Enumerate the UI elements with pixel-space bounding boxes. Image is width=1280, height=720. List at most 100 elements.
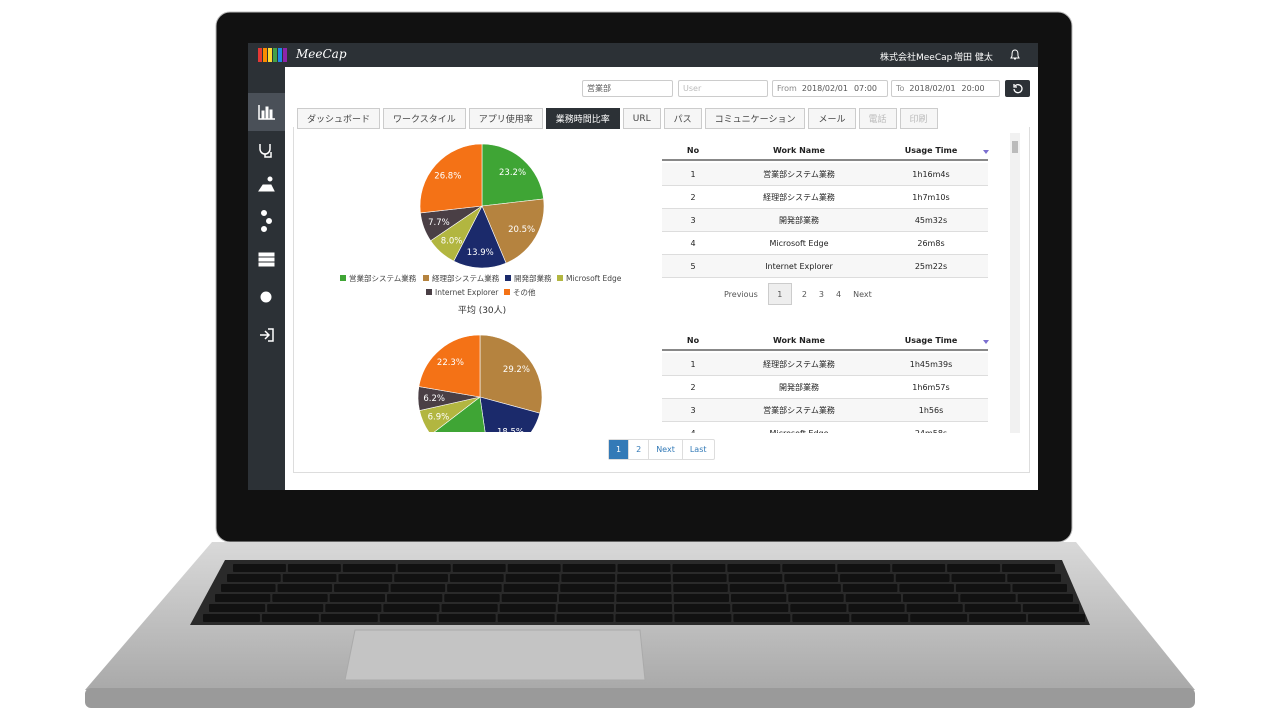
- legend-swatch: [557, 275, 563, 281]
- key: [782, 564, 836, 572]
- legend-label[interactable]: 開発部業務: [514, 273, 552, 283]
- slice-label: 20.5%: [508, 225, 535, 235]
- department-select[interactable]: 営業部: [582, 80, 673, 97]
- company: 株式会社MeeCap: [880, 53, 953, 63]
- to-label: To: [896, 84, 905, 93]
- slice-label: 6.9%: [428, 412, 450, 422]
- sidebar: [248, 67, 285, 490]
- tab[interactable]: パス: [663, 108, 702, 129]
- column-header[interactable]: Usage Time: [904, 146, 958, 155]
- key: [906, 604, 963, 612]
- key: [277, 584, 333, 592]
- page-button[interactable]: Previous: [724, 289, 758, 299]
- table-cell: 5: [690, 261, 696, 271]
- key: [390, 584, 446, 592]
- logo-text: MeeCap: [296, 47, 347, 61]
- legend-label[interactable]: Microsoft Edge: [566, 274, 622, 283]
- key: [215, 594, 271, 602]
- key: [616, 594, 672, 602]
- user-name[interactable]: 増田 健太: [954, 53, 993, 63]
- tab[interactable]: ワークスタイル: [383, 108, 466, 129]
- sort-icon[interactable]: [983, 150, 989, 154]
- key: [960, 594, 1016, 602]
- tab[interactable]: コミュニケーション: [704, 108, 806, 129]
- scrollbar[interactable]: [1010, 133, 1020, 433]
- column-header[interactable]: Usage Time: [904, 336, 958, 345]
- key: [964, 604, 1021, 612]
- to-group[interactable]: To 2018/02/01 20:00: [891, 80, 1000, 97]
- scroll-thumb[interactable]: [1012, 141, 1018, 153]
- column-header[interactable]: No: [686, 336, 700, 345]
- key: [842, 584, 898, 592]
- page-button[interactable]: 3: [818, 289, 824, 299]
- key: [227, 574, 281, 582]
- page-button[interactable]: 1: [767, 283, 792, 305]
- tab[interactable]: URL: [622, 108, 661, 129]
- key: [728, 574, 783, 582]
- table-cell: 26m8s: [917, 238, 945, 248]
- column-header[interactable]: Work Name: [773, 146, 825, 155]
- key: [673, 594, 729, 602]
- key: [501, 594, 557, 602]
- table-cell: 3: [690, 215, 696, 225]
- table-cell: 経理部システム業務: [763, 359, 835, 369]
- pie-slice: [481, 198, 545, 264]
- tab[interactable]: ダッシュボード: [297, 108, 381, 129]
- page-button[interactable]: Next: [648, 440, 682, 459]
- tab[interactable]: メール: [808, 108, 856, 129]
- page-button[interactable]: 2: [801, 289, 807, 299]
- sort-icon[interactable]: [983, 340, 989, 344]
- sidebar-icons[interactable]: [248, 67, 285, 367]
- table-cell: 25m22s: [914, 261, 948, 271]
- tab[interactable]: 業務時間比率: [545, 108, 620, 129]
- tab: 印刷: [899, 108, 938, 129]
- key: [441, 604, 498, 612]
- legend-label[interactable]: その他: [513, 287, 536, 297]
- page-button[interactable]: Next: [853, 289, 872, 299]
- key: [672, 564, 726, 572]
- legend-label[interactable]: Internet Explorer: [435, 288, 499, 297]
- key: [342, 564, 396, 572]
- table-cell: 2: [690, 192, 696, 202]
- key: [673, 584, 728, 592]
- key: [562, 564, 616, 572]
- legend-label[interactable]: 経理部システム業務: [432, 273, 500, 283]
- key: [397, 564, 451, 572]
- page-button[interactable]: 2: [628, 440, 648, 459]
- page-button[interactable]: Last: [681, 440, 714, 459]
- key: [1007, 574, 1061, 582]
- key: [452, 564, 506, 572]
- chart-caption: 平均 (30人): [458, 304, 506, 316]
- key: [444, 594, 500, 602]
- bell-icon[interactable]: [1010, 49, 1020, 61]
- key: [447, 584, 502, 592]
- key: [733, 614, 791, 622]
- table-header: No Work Name Usage Time: [662, 140, 989, 161]
- column-header[interactable]: No: [686, 146, 700, 155]
- page-button[interactable]: 4: [836, 289, 842, 299]
- table-cell: Internet Explorer: [765, 261, 833, 271]
- key: [334, 584, 389, 592]
- tab[interactable]: アプリ使用率: [468, 108, 543, 129]
- table-header: No Work Name Usage Time: [662, 330, 989, 351]
- key: [615, 614, 673, 622]
- table-row: 4 Microsoft Edge 26m8s: [662, 232, 988, 255]
- key: [438, 614, 496, 622]
- key: [784, 574, 839, 582]
- touchpad: [344, 629, 646, 681]
- key: [848, 604, 905, 612]
- column-header[interactable]: Work Name: [773, 336, 825, 345]
- table-row: 3 営業部システム業務 1h56s: [662, 399, 988, 422]
- refresh-button[interactable]: [1005, 80, 1030, 97]
- table-cell: 営業部システム業務: [763, 169, 835, 179]
- user-select[interactable]: User: [678, 80, 768, 97]
- table-row: 2 開発部業務 1h6m57s: [662, 376, 988, 399]
- to-date: 2018/02/01: [909, 84, 956, 93]
- table-cell: 4: [690, 428, 696, 434]
- table-cell: 1h16m4s: [912, 169, 950, 179]
- legend-label[interactable]: 営業部システム業務: [349, 273, 417, 283]
- from-group[interactable]: From 2018/02/01 07:00: [772, 80, 888, 97]
- table-cell: 開発部業務: [779, 382, 819, 392]
- legend-swatch: [504, 289, 510, 295]
- page-button[interactable]: 1: [609, 440, 629, 459]
